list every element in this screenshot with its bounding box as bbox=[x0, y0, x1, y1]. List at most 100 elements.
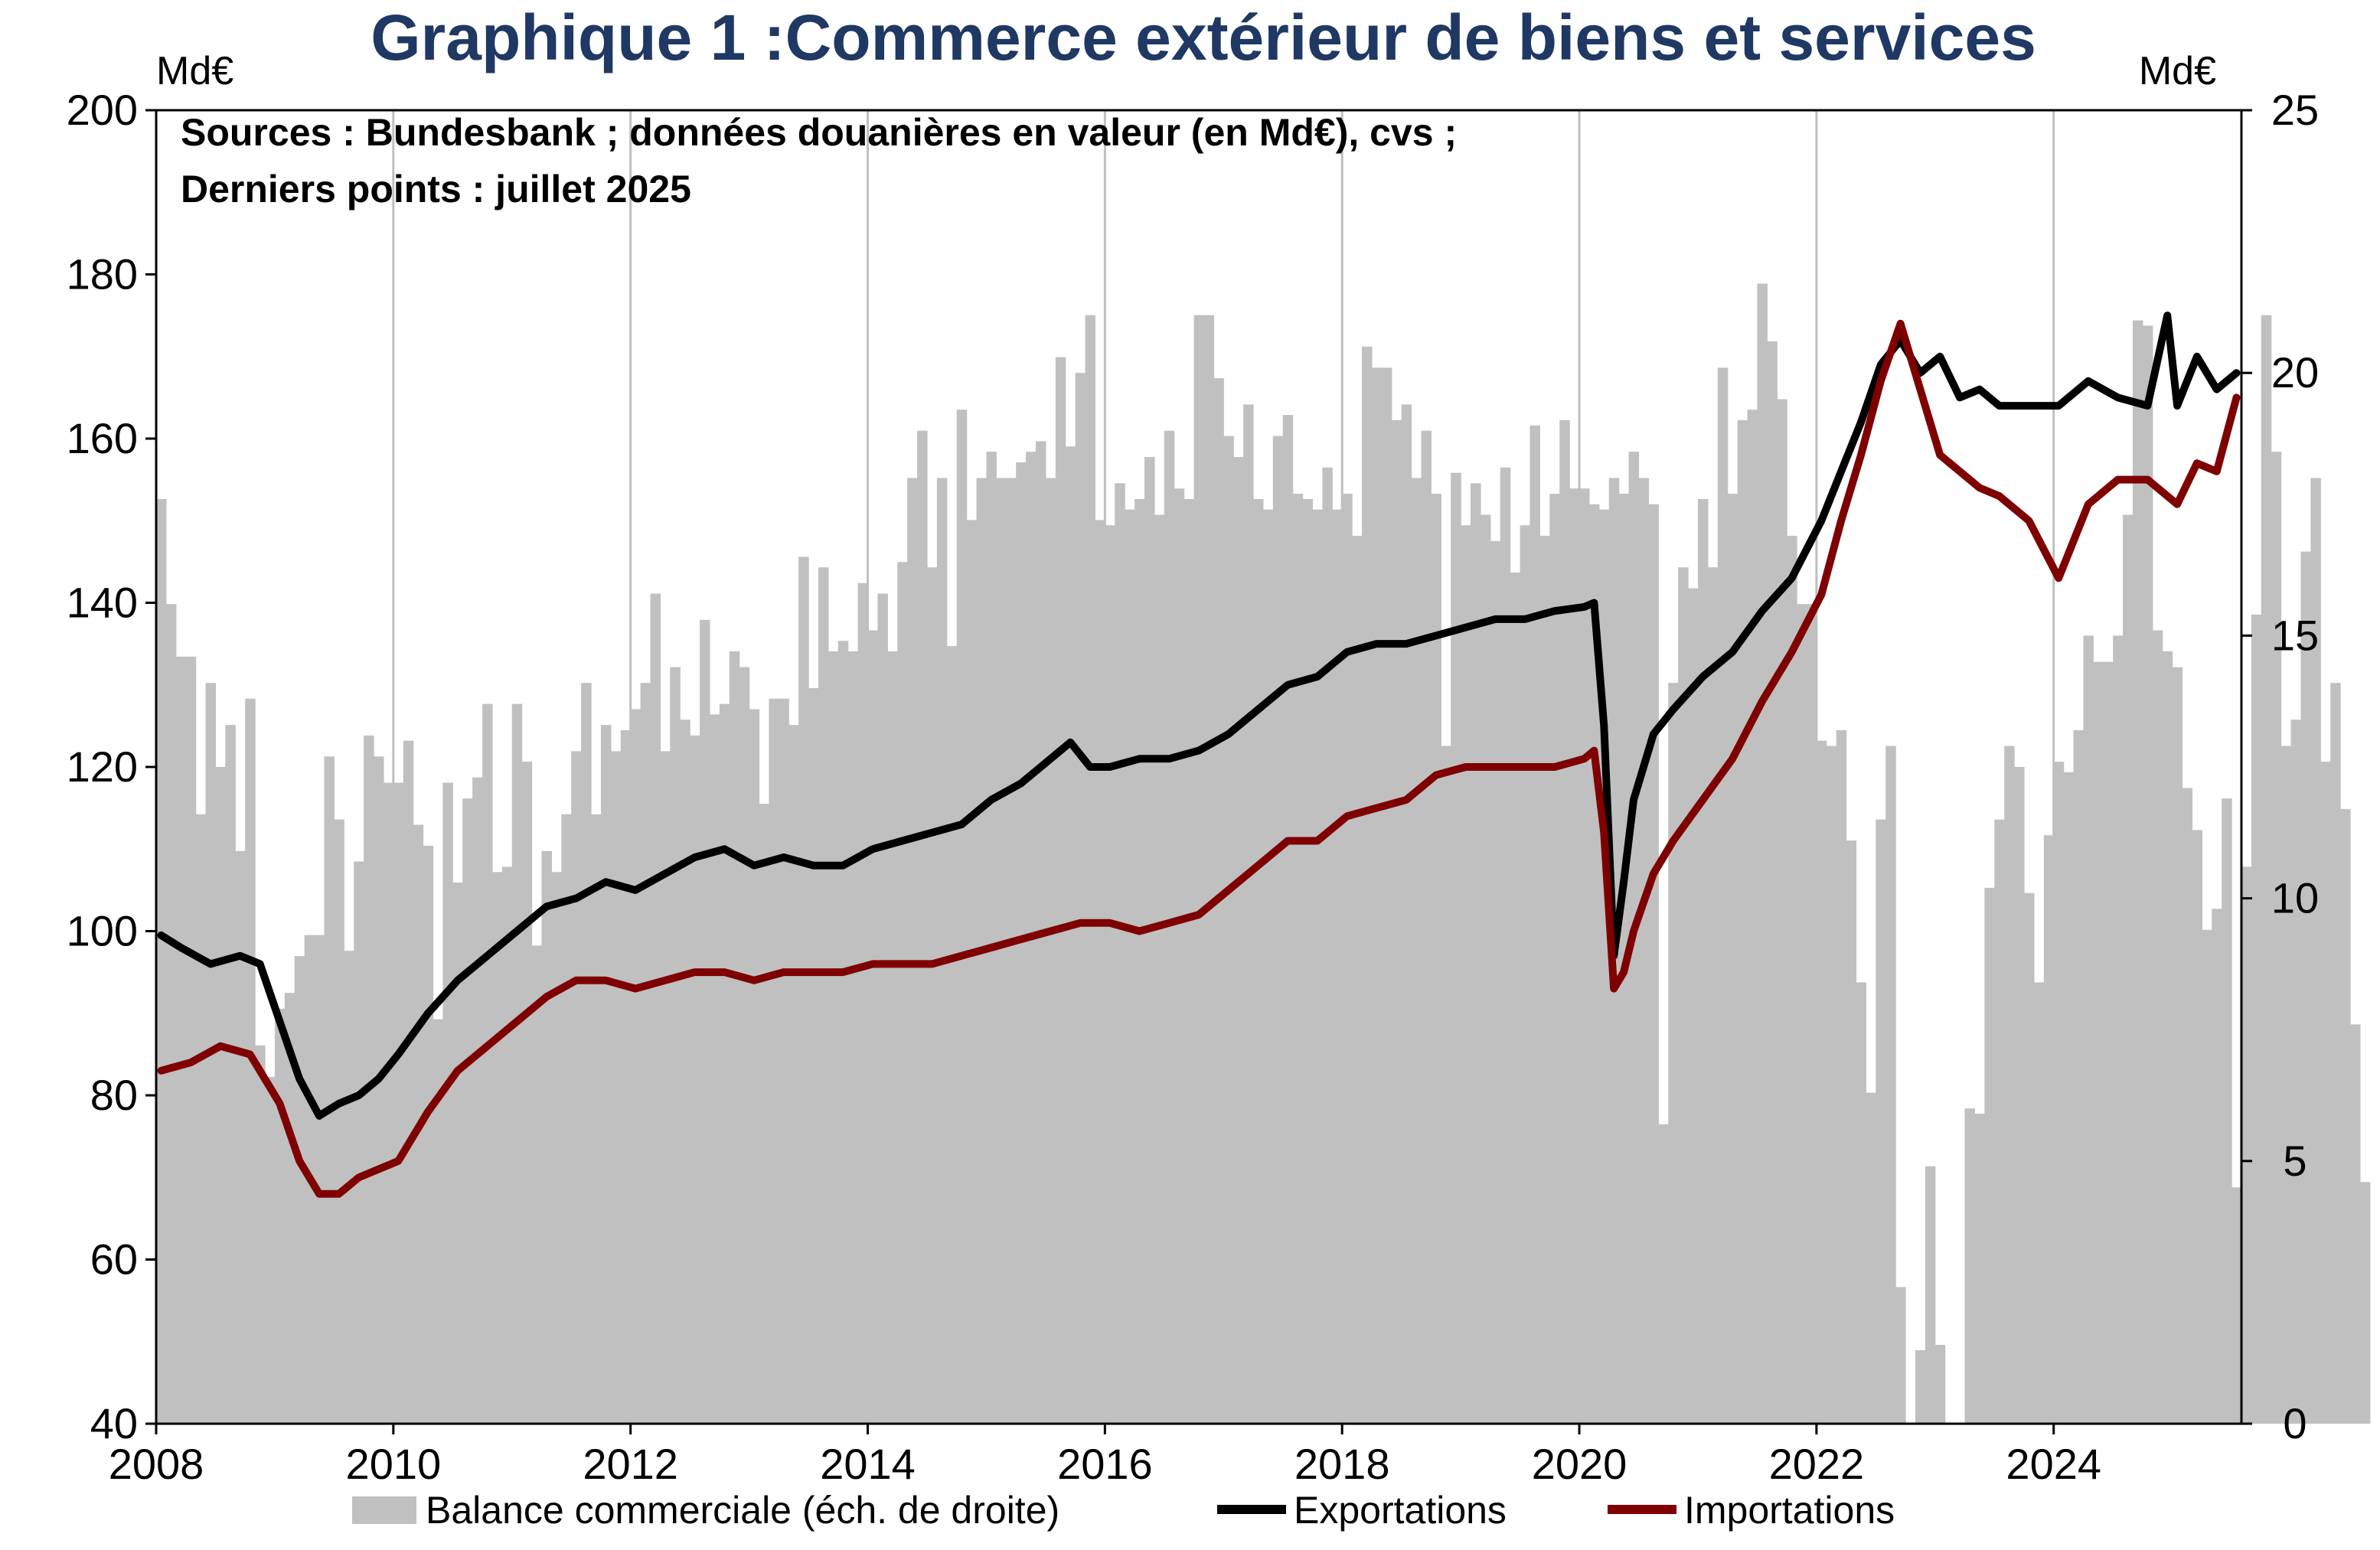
balance-bar bbox=[1342, 494, 1353, 1424]
balance-bar bbox=[1836, 729, 1847, 1424]
balance-bar bbox=[690, 735, 700, 1424]
balance-bar bbox=[2113, 635, 2124, 1424]
left-tick-label: 140 bbox=[67, 579, 138, 627]
balance-bar bbox=[837, 641, 849, 1424]
balance-bar bbox=[1164, 430, 1175, 1424]
legend-label-imports: Importations bbox=[1684, 1489, 1895, 1532]
left-tick-label: 40 bbox=[90, 1399, 138, 1447]
balance-bar bbox=[1777, 399, 1787, 1424]
balance-bar bbox=[1292, 494, 1304, 1424]
balance-bar bbox=[1262, 509, 1274, 1424]
balance-bar bbox=[1757, 283, 1768, 1424]
balance-bar bbox=[274, 1008, 286, 1424]
balance-bar bbox=[2340, 808, 2351, 1424]
balance-bar bbox=[255, 1045, 266, 1424]
balance-bar bbox=[1203, 315, 1214, 1424]
balance-bar bbox=[2280, 746, 2292, 1424]
balance-bar bbox=[354, 861, 364, 1424]
balance-bar bbox=[1856, 982, 1867, 1424]
x-tick-label: 2008 bbox=[109, 1440, 204, 1488]
balance-bar bbox=[2004, 746, 2015, 1424]
balance-bar bbox=[2241, 866, 2252, 1424]
balance-bar bbox=[541, 850, 552, 1424]
x-tick-label: 2010 bbox=[346, 1440, 442, 1488]
balance-bar bbox=[1105, 525, 1115, 1424]
balance-bar bbox=[1125, 509, 1135, 1424]
balance-bar bbox=[294, 956, 305, 1424]
balance-bar bbox=[1658, 1124, 1669, 1424]
legend: Balance commerciale (éch. de droite) Exp… bbox=[352, 1489, 1895, 1532]
balance-bar bbox=[482, 703, 493, 1424]
balance-bar bbox=[2172, 667, 2183, 1424]
balance-bar bbox=[788, 725, 799, 1424]
balance-bar bbox=[1895, 1287, 1906, 1424]
balance-bar bbox=[1915, 1349, 1926, 1424]
balance-bar bbox=[2231, 1187, 2242, 1424]
balance-bar bbox=[324, 756, 335, 1424]
balance-bar bbox=[660, 751, 671, 1424]
balance-bar bbox=[1471, 483, 1481, 1424]
balance-bar bbox=[650, 593, 661, 1424]
balance-bar bbox=[2271, 452, 2282, 1424]
balance-bar bbox=[709, 714, 720, 1424]
balance-bar bbox=[936, 478, 948, 1424]
balance-bar bbox=[2182, 788, 2193, 1424]
trade-balance-bars bbox=[156, 283, 2371, 1424]
x-tick-label: 2020 bbox=[1532, 1440, 1627, 1488]
balance-bar bbox=[877, 593, 888, 1424]
axis-ticks: 40 60 80 100 120 140 160 180 200 0 5 10 15 20 25 2008 20… bbox=[67, 86, 2320, 1488]
balance-bar bbox=[175, 656, 187, 1424]
balance-bar bbox=[1065, 446, 1076, 1424]
balance-bar bbox=[1559, 419, 1570, 1424]
balance-bar bbox=[1846, 840, 1857, 1424]
balance-bar bbox=[1648, 504, 1659, 1424]
balance-bar bbox=[1539, 535, 1550, 1424]
balance-bar bbox=[265, 1076, 276, 1424]
balance-bar bbox=[1381, 367, 1392, 1424]
right-tick-label: 15 bbox=[2271, 611, 2319, 659]
balance-bar bbox=[571, 751, 582, 1424]
balance-bar bbox=[610, 751, 622, 1424]
balance-bar bbox=[2202, 929, 2212, 1424]
balance-bar bbox=[926, 567, 938, 1424]
balance-bar bbox=[1006, 478, 1017, 1424]
balance-bar bbox=[1668, 683, 1679, 1424]
balance-bar bbox=[2152, 630, 2163, 1424]
balance-bar bbox=[2359, 1182, 2371, 1424]
left-axis-unit: Md€ bbox=[156, 49, 233, 93]
balance-bar bbox=[215, 767, 226, 1424]
balance-bar bbox=[1302, 498, 1314, 1424]
balance-bar bbox=[1193, 315, 1205, 1424]
balance-bar bbox=[1806, 604, 1817, 1424]
balance-bar bbox=[1638, 478, 1649, 1424]
balance-bar bbox=[2043, 835, 2055, 1424]
balance-bar bbox=[1530, 425, 1540, 1424]
balance-bar bbox=[591, 814, 602, 1424]
balance-bar bbox=[403, 740, 414, 1424]
balance-bar bbox=[284, 993, 295, 1424]
balance-bar bbox=[1569, 488, 1580, 1424]
balance-bar bbox=[798, 556, 809, 1424]
balance-bar bbox=[630, 709, 642, 1424]
balance-bar bbox=[2330, 683, 2341, 1424]
balance-bar bbox=[462, 798, 473, 1424]
balance-bar bbox=[314, 935, 325, 1424]
balance-bar bbox=[1095, 520, 1105, 1424]
balance-bar bbox=[700, 619, 710, 1424]
balance-bar bbox=[1174, 488, 1185, 1424]
balance-bar bbox=[1322, 467, 1333, 1424]
balance-bar bbox=[1787, 535, 1797, 1424]
balance-bar bbox=[1747, 410, 1758, 1424]
balance-bar bbox=[2023, 892, 2035, 1424]
left-tick-label: 80 bbox=[90, 1071, 138, 1119]
balance-bar bbox=[828, 651, 839, 1424]
left-tick-label: 100 bbox=[67, 907, 138, 955]
balance-bar bbox=[1391, 419, 1402, 1424]
balance-bar bbox=[1885, 746, 1896, 1424]
balance-bar bbox=[1588, 504, 1600, 1424]
balance-bar bbox=[2142, 325, 2153, 1424]
balance-bar bbox=[739, 667, 750, 1424]
left-tick-label: 200 bbox=[67, 86, 138, 134]
balance-bar bbox=[1767, 341, 1778, 1424]
balance-bar bbox=[156, 498, 167, 1424]
